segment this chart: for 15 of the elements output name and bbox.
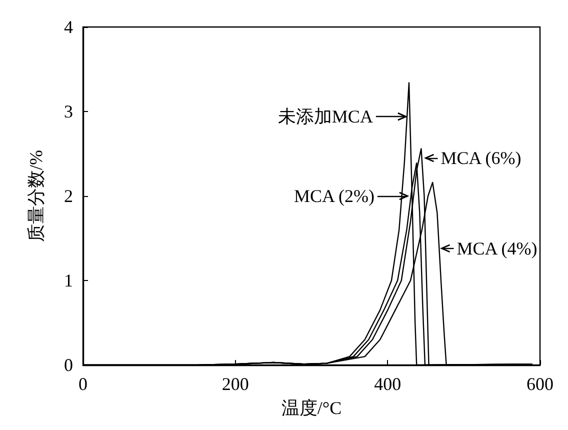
x-tick-label: 200 [222,374,249,394]
y-tick-label: 3 [64,102,73,122]
annotation: MCA (6%) [440,148,522,168]
annotation: 未添加MCA [278,106,373,127]
x-tick-label: 0 [78,374,88,394]
x-axis-title: 温度/°C [281,398,342,418]
y-axis-title: 质量分数/% [26,150,46,242]
y-tick-label: 2 [64,186,73,206]
y-tick-label: 1 [64,270,73,290]
annotation: MCA (4%) [456,238,538,258]
x-tick-label: 400 [374,374,402,394]
y-tick-label: 4 [64,17,73,37]
x-tick-label: 600 [526,374,554,394]
y-tick-label: 0 [64,355,73,375]
annotation: MCA (2%) [294,186,374,206]
